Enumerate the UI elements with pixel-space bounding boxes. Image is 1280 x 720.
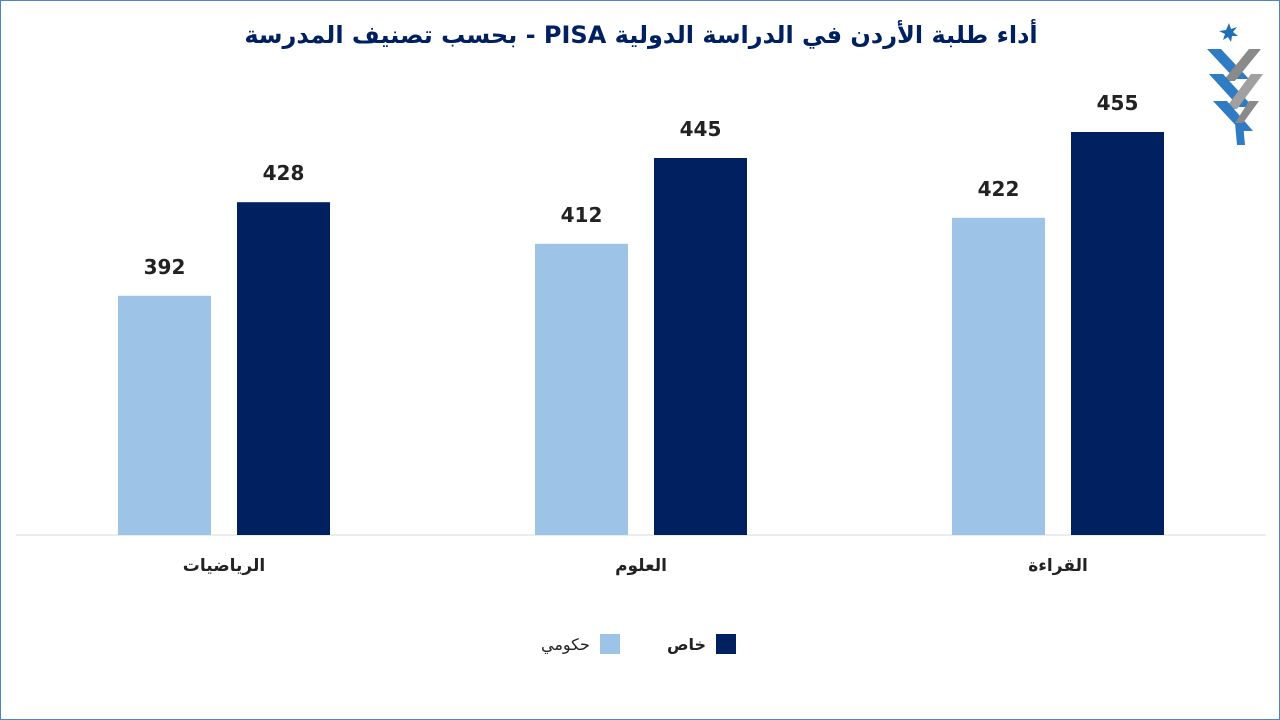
legend-item-private: خاص <box>667 629 737 659</box>
data-label: 445 <box>680 117 722 141</box>
bar-chart: 392 428 الرياضيات 412 445 العلوم 422 455 القراءة <box>16 91 1266 576</box>
bar-private-1 <box>654 158 747 535</box>
data-label: 422 <box>978 177 1020 201</box>
legend-swatch-private <box>716 634 737 654</box>
jordan-emblem-icon <box>1207 23 1263 145</box>
legend-label-private: خاص <box>667 634 707 654</box>
data-label: 412 <box>561 203 603 227</box>
category-label: القراءة <box>1028 556 1088 576</box>
bar-private-0 <box>237 202 330 535</box>
bar-government-0 <box>118 295 211 535</box>
data-label: 428 <box>263 161 305 185</box>
data-label: 455 <box>1097 91 1139 115</box>
data-label: 392 <box>144 255 186 279</box>
bar-private-2 <box>1071 132 1164 535</box>
category-label: العلوم <box>615 556 667 576</box>
legend-swatch-government <box>599 634 620 654</box>
legend-item-government: حكومي <box>541 629 620 659</box>
chart-legend: حكومي خاص <box>1 629 1280 659</box>
legend-label-government: حكومي <box>541 634 590 654</box>
category-label: الرياضيات <box>183 556 265 576</box>
bar-government-2 <box>952 217 1045 536</box>
bar-government-1 <box>535 243 628 536</box>
chart-title: أداء طلبة الأردن في الدراسة الدولية PISA… <box>244 21 1038 49</box>
